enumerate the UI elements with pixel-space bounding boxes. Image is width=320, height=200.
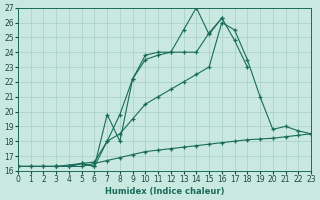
X-axis label: Humidex (Indice chaleur): Humidex (Indice chaleur) xyxy=(105,187,224,196)
